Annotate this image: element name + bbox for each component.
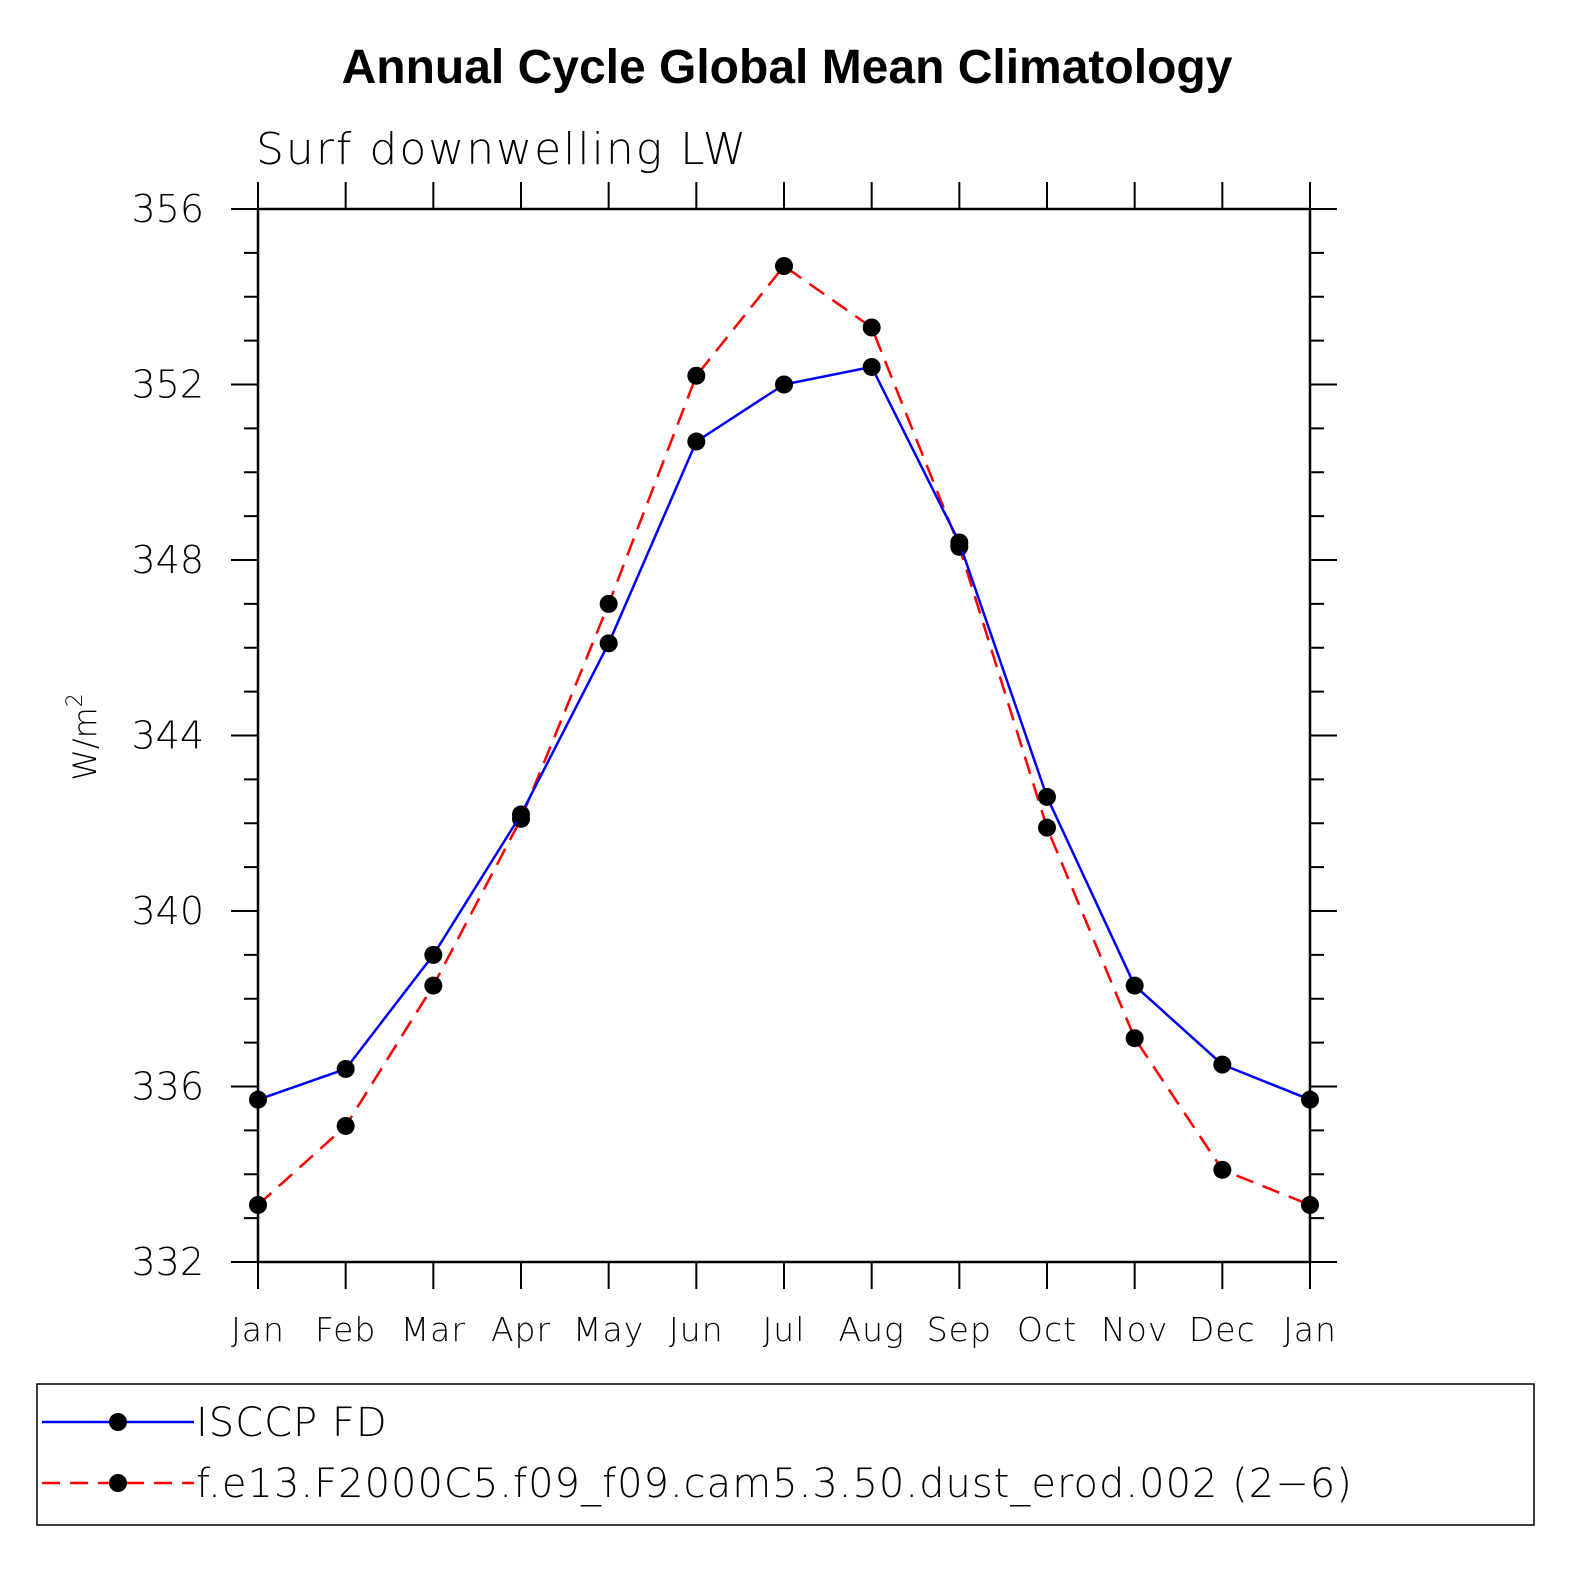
data-point bbox=[862, 357, 881, 376]
series-layer bbox=[249, 257, 1319, 1214]
data-point bbox=[599, 634, 618, 653]
axis-ticks bbox=[231, 182, 1337, 1289]
legend-marker bbox=[109, 1413, 127, 1431]
data-point bbox=[862, 318, 881, 337]
y-tick-label: 332 bbox=[131, 1240, 204, 1284]
series-1 bbox=[249, 357, 1319, 1109]
data-point bbox=[336, 1116, 355, 1135]
x-tick-labels: Jan Feb Mar Apr May Jun Jul Aug Sep Oct Nov Dec Jan bbox=[231, 1310, 1337, 1349]
legend-label: ISCCP FD bbox=[196, 1400, 388, 1446]
x-tick-label: Dec bbox=[1189, 1310, 1256, 1349]
x-tick-label: Jul bbox=[763, 1310, 806, 1349]
data-point bbox=[336, 1059, 355, 1078]
data-point bbox=[599, 594, 618, 613]
x-tick-label: Jan bbox=[1283, 1310, 1337, 1349]
data-point bbox=[775, 257, 793, 276]
data-point bbox=[687, 432, 706, 451]
series-2 bbox=[249, 257, 1319, 1214]
data-point bbox=[1038, 818, 1056, 837]
plot-frame bbox=[256, 207, 1312, 1264]
y-tick-label: 348 bbox=[131, 538, 204, 582]
y-tick-labels: 332 336 340 344 348 352 356 bbox=[131, 187, 204, 1284]
legend-entries: ISCCP FD f.e13.F2000C5.f09_f09.cam5.3.50.… bbox=[42, 1400, 1353, 1507]
y-tick-label: 336 bbox=[131, 1065, 204, 1109]
legend: ISCCP FD f.e13.F2000C5.f09_f09.cam5.3.50.… bbox=[36, 1383, 1535, 1526]
plot-border bbox=[256, 207, 1312, 1264]
data-point bbox=[775, 375, 793, 394]
x-tick-label: Oct bbox=[1017, 1310, 1077, 1349]
data-point bbox=[1213, 1055, 1232, 1074]
series-line bbox=[257, 264, 1311, 1207]
data-point bbox=[950, 533, 969, 552]
data-point bbox=[1213, 1160, 1232, 1179]
y-axis-label-superscript: 2 bbox=[63, 693, 88, 707]
data-point bbox=[1125, 1029, 1144, 1048]
chart-title: Annual Cycle Global Mean Climatology bbox=[342, 41, 1233, 94]
y-tick-label: 356 bbox=[131, 187, 204, 231]
legend-label: f.e13.F2000C5.f09_f09.cam5.3.50.dust_ero… bbox=[196, 1461, 1353, 1507]
data-point bbox=[512, 805, 530, 824]
x-tick-label: Apr bbox=[491, 1310, 551, 1349]
svg-text:W/m2: W/m2 bbox=[63, 693, 104, 781]
data-point bbox=[687, 366, 706, 385]
x-tick-label: Mar bbox=[401, 1310, 466, 1349]
data-point bbox=[1301, 1090, 1319, 1109]
data-point bbox=[249, 1090, 267, 1109]
series-line bbox=[257, 365, 1311, 1101]
x-tick-label: Sep bbox=[927, 1310, 992, 1349]
data-point bbox=[249, 1195, 267, 1214]
y-tick-label: 352 bbox=[131, 363, 204, 407]
y-axis-label: W/m2 bbox=[63, 693, 104, 781]
x-tick-label: Jan bbox=[231, 1310, 285, 1349]
data-point bbox=[424, 976, 443, 995]
legend-box bbox=[36, 1383, 1535, 1526]
y-axis-label-text: W/m bbox=[66, 707, 104, 781]
x-tick-label: May bbox=[573, 1310, 644, 1349]
data-point bbox=[1038, 787, 1056, 806]
x-tick-label: Feb bbox=[315, 1310, 376, 1349]
legend-entry-1: ISCCP FD bbox=[42, 1400, 388, 1446]
data-point bbox=[1301, 1195, 1319, 1214]
x-tick-label: Nov bbox=[1101, 1310, 1168, 1349]
data-point bbox=[424, 945, 443, 964]
legend-marker bbox=[109, 1474, 127, 1492]
chart-subtitle: Surf downwelling LW bbox=[256, 124, 748, 175]
x-tick-label: Jun bbox=[669, 1310, 724, 1349]
data-point bbox=[1125, 976, 1144, 995]
legend-entry-2: f.e13.F2000C5.f09_f09.cam5.3.50.dust_ero… bbox=[42, 1461, 1353, 1507]
y-tick-label: 340 bbox=[131, 889, 204, 933]
y-tick-label: 344 bbox=[131, 714, 204, 758]
x-tick-label: Aug bbox=[839, 1310, 905, 1349]
